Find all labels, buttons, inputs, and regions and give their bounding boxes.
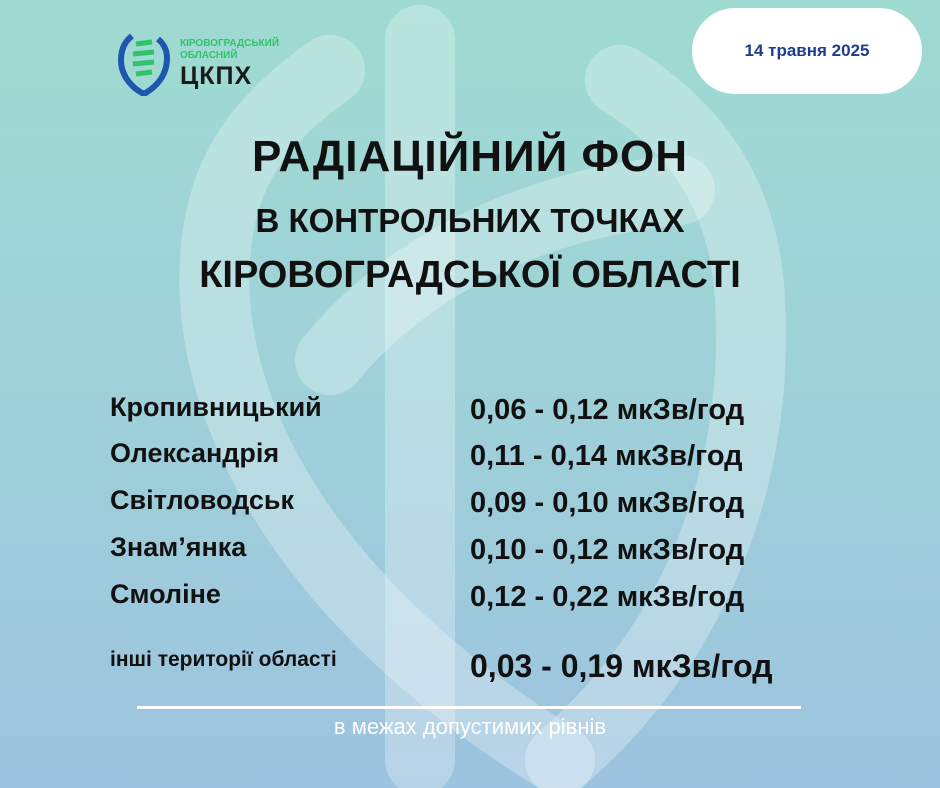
reading-place: Світловодськ — [110, 485, 295, 515]
logo-line1: КІРОВОГРАДСЬКИЙ — [180, 38, 280, 49]
reading-value: 0,12 - 0,22 мкЗв/год — [470, 581, 745, 613]
logo-line2: ОБЛАСНИЙ — [180, 50, 238, 61]
logo-name: ЦКПХ — [180, 62, 253, 90]
reading-place: інші території області — [110, 648, 337, 671]
title-line2: В КОНТРОЛЬНИХ ТОЧКАХ — [255, 202, 685, 239]
divider — [137, 706, 801, 709]
reading-value: 0,03 - 0,19 мкЗв/год — [470, 648, 773, 684]
logo: КІРОВОГРАДСЬКИЙ ОБЛАСНИЙ ЦКПХ — [118, 32, 279, 96]
reading-place: Кропивницький — [110, 392, 322, 422]
reading-place: Знам’янка — [110, 532, 247, 562]
reading-value: 0,09 - 0,10 мкЗв/год — [470, 487, 745, 519]
footer-note: в межах допустимих рівнів — [333, 714, 607, 739]
reading-value: 0,11 - 0,14 мкЗв/год — [470, 440, 743, 472]
date-badge: 14 травня 2025 — [692, 8, 922, 94]
reading-value: 0,06 - 0,12 мкЗв/год — [470, 394, 745, 426]
title-line3: КІРОВОГРАДСЬКОЇ ОБЛАСТІ — [199, 254, 741, 296]
reading-place: Смоліне — [110, 579, 221, 609]
reading-place: Олександрія — [110, 438, 280, 468]
reading-value: 0,10 - 0,12 мкЗв/год — [470, 534, 745, 566]
logo-shield-icon — [118, 33, 170, 96]
title-line1: РАДІАЦІЙНИЙ ФОН — [251, 132, 689, 181]
